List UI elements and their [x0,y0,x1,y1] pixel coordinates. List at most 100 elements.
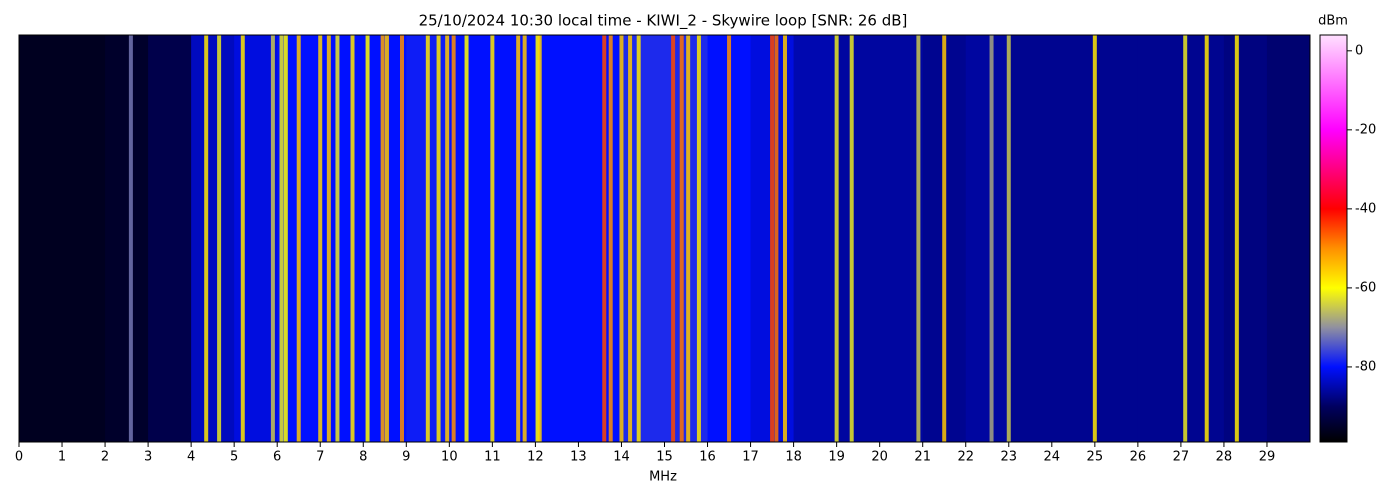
colorbar-tick-label: 0 [1355,43,1363,58]
x-tick-label: 20 [871,450,888,465]
signal-line [628,35,633,442]
x-tick-label: 27 [1173,450,1190,465]
x-tick-label: 9 [402,450,410,465]
x-tick-label: 0 [15,450,23,465]
noise-floor-band [621,35,665,442]
colorbar-tick-label: -80 [1355,359,1376,374]
signal-line [774,35,779,442]
x-tick-label: 22 [957,450,974,465]
noise-floor-band [62,35,106,442]
x-tick-label: 6 [273,450,281,465]
noise-floor-band [191,35,235,442]
x-tick-label: 10 [441,450,458,465]
signal-line [283,35,288,442]
x-tick-label: 26 [1130,450,1147,465]
signal-line [217,35,222,442]
x-tick-label: 7 [316,450,324,465]
signal-line [989,35,994,442]
x-tick-label: 8 [359,450,367,465]
noise-floor-band [492,35,536,442]
signal-line [384,35,389,442]
signal-line [782,35,787,442]
signal-line [445,35,450,442]
signal-line [537,35,542,442]
signal-line [335,35,340,442]
x-axis-label: MHz [649,470,677,485]
signal-line [399,35,404,442]
noise-floor-band [19,35,63,442]
signal-line [636,35,641,442]
x-tick-label: 3 [144,450,152,465]
signal-line [436,35,441,442]
signal-line [535,35,540,442]
x-tick-label: 14 [613,450,630,465]
signal-line [240,35,245,442]
signal-line [296,35,301,442]
noise-floor-band [1266,35,1311,442]
x-tick-label: 4 [187,450,195,465]
x-tick-label: 29 [1259,450,1276,465]
noise-floor-band [449,35,493,442]
x-tick-label: 23 [1000,450,1017,465]
colorbar [1319,34,1348,443]
signal-line [464,35,469,442]
noise-floor-band [1137,35,1182,442]
x-tick-label: 18 [785,450,802,465]
signal-line [671,35,676,442]
noise-floor-band [320,35,364,442]
signal-line [128,35,133,442]
x-tick-label: 15 [656,450,673,465]
noise-floor-band [1180,35,1225,442]
noise-floor-band [1223,35,1268,442]
signal-line [451,35,456,442]
signal-line [425,35,430,442]
colorbar-tick-label: -60 [1355,280,1376,295]
signal-line [350,35,355,442]
signal-line [686,35,691,442]
x-tick-label: 2 [101,450,109,465]
signal-line [679,35,684,442]
signal-line [380,35,385,442]
x-tick-label: 16 [699,450,716,465]
x-tick-label: 24 [1044,450,1061,465]
x-tick-label: 17 [742,450,759,465]
noise-floor-band [836,35,881,442]
noise-floor-band [1008,35,1053,442]
signal-line [916,35,921,442]
x-tick-label: 5 [230,450,238,465]
signal-line [365,35,370,442]
signal-line [522,35,527,442]
colorbar-tick-label: -40 [1355,201,1376,216]
signal-line [849,35,854,442]
signal-line [834,35,839,442]
signal-line [608,35,613,442]
signal-line [326,35,331,442]
signal-line [1183,35,1188,442]
plot-area [19,35,1311,442]
noise-floor-band [965,35,1010,442]
signal-line [270,35,275,442]
noise-floor-band [148,35,192,442]
colorbar-label: dBm [1318,14,1348,29]
signal-line [696,35,701,442]
signal-line [1234,35,1239,442]
signal-line [770,35,775,442]
noise-floor-band [1051,35,1096,442]
noise-floor-band [535,35,579,442]
x-tick-label: 19 [828,450,845,465]
x-tick-label: 13 [570,450,587,465]
signal-line [1006,35,1011,442]
noise-floor-band [1094,35,1139,442]
x-tick-label: 25 [1087,450,1104,465]
x-tick-label: 21 [914,450,931,465]
x-tick-label: 11 [484,450,501,465]
signal-line [516,35,521,442]
colorbar-tick-label: -20 [1355,122,1376,137]
signal-line [942,35,947,442]
signal-line [727,35,732,442]
noise-floor-band [105,35,149,442]
signal-line [204,35,209,442]
signal-line [1092,35,1097,442]
x-tick-label: 12 [527,450,544,465]
